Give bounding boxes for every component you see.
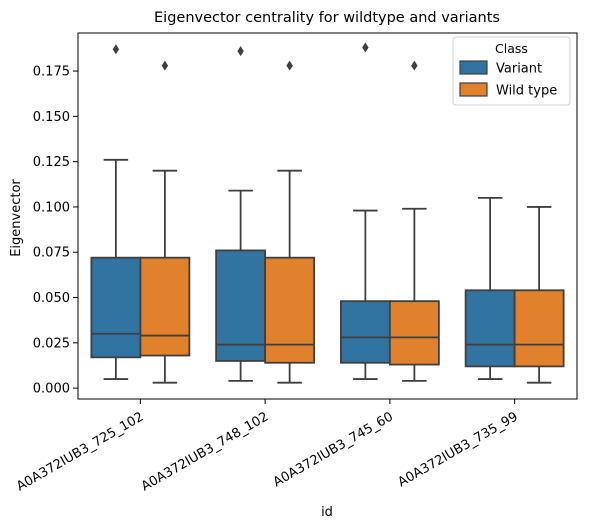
y-axis-label: Eigenvector xyxy=(9,179,24,257)
y-tick-label: 0.100 xyxy=(33,200,70,215)
y-tick-label: 0.000 xyxy=(33,382,70,397)
outlier-point xyxy=(112,44,120,55)
legend-swatch xyxy=(459,82,488,97)
y-tick-label: 0.125 xyxy=(33,155,70,170)
x-tick-label: A0A372IUB3_725_102 xyxy=(14,409,146,494)
x-tick-label: A0A372IUB3_748_102 xyxy=(139,409,271,494)
chart-title: Eigenvector centrality for wildtype and … xyxy=(154,10,500,26)
y-tick-label: 0.025 xyxy=(33,336,70,351)
y-tick-label: 0.075 xyxy=(33,246,70,261)
legend: Class Variant Wild type xyxy=(452,36,571,106)
y-tick-label: 0.175 xyxy=(33,65,70,80)
box-iqr xyxy=(513,289,565,368)
outlier-point xyxy=(237,46,244,57)
outlier-point xyxy=(411,60,418,71)
box-iqr xyxy=(264,256,316,364)
x-tick-label: A0A372IUB3_735_99 xyxy=(396,409,521,490)
box-iqr xyxy=(215,249,267,362)
outlier-point xyxy=(362,42,369,53)
outlier-point xyxy=(286,60,293,71)
x-tick-label: A0A372IUB3_745_60 xyxy=(271,409,396,490)
outlier-point xyxy=(161,60,169,71)
box-iqr xyxy=(139,256,191,357)
legend-label: Wild type xyxy=(496,84,557,99)
y-tick-label: 0.050 xyxy=(33,291,70,306)
legend-swatch xyxy=(459,60,488,75)
x-axis-label: id xyxy=(321,505,333,520)
box-iqr xyxy=(90,256,142,359)
box-iqr xyxy=(388,300,440,366)
legend-title: Class xyxy=(495,41,528,56)
y-tick-label: 0.150 xyxy=(33,110,70,125)
box-iqr xyxy=(339,300,391,364)
box-iqr xyxy=(464,289,516,368)
plot-frame xyxy=(77,32,578,400)
legend-label: Variant xyxy=(496,62,542,77)
